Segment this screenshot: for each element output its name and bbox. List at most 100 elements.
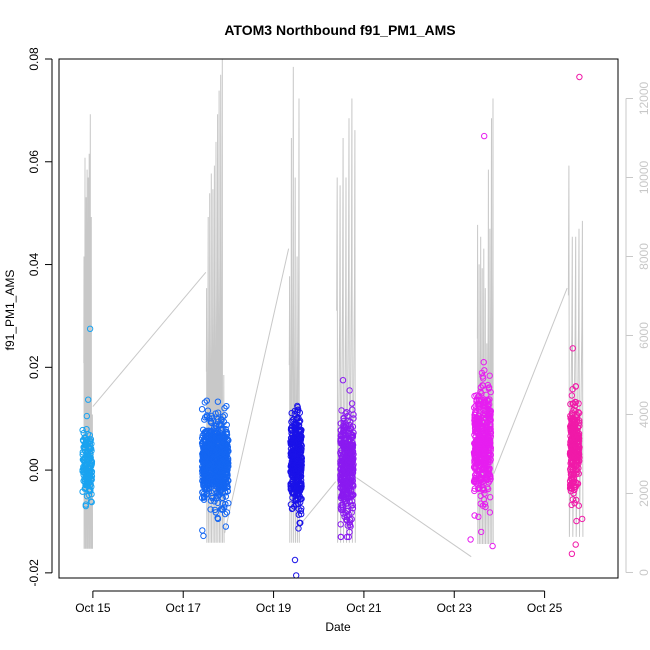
secondary-y-tick-label: 8000	[637, 243, 650, 270]
data-point	[476, 442, 483, 449]
data-point	[478, 390, 485, 397]
data-point	[480, 496, 488, 503]
data-point	[208, 415, 216, 422]
axes-layer: -0.02 0.00 0.02 0.04 0.06 0.08 Oct 15 Oct 17 Oct…	[27, 47, 650, 615]
data-point	[478, 458, 485, 466]
data-point	[479, 486, 486, 493]
data-point	[209, 455, 216, 462]
secondary-connector-line	[493, 287, 568, 474]
data-point	[200, 532, 207, 540]
data-point	[471, 512, 478, 519]
data-point	[573, 517, 580, 525]
data-point	[223, 403, 230, 410]
data-point	[288, 409, 295, 417]
data-point	[569, 496, 576, 503]
data-point	[214, 398, 222, 405]
data-point	[347, 418, 354, 425]
data-point	[200, 481, 208, 489]
data-point	[338, 493, 346, 500]
data-point	[207, 443, 215, 450]
data-point	[222, 523, 230, 530]
data-point	[571, 402, 579, 409]
data-point	[212, 465, 219, 472]
data-point	[571, 500, 578, 507]
data-point	[221, 510, 229, 518]
data-point	[574, 428, 581, 435]
data-point	[486, 509, 494, 516]
x-axis-label: Date	[325, 620, 351, 634]
y-tick-label: 0.02	[27, 355, 41, 379]
data-point	[481, 500, 489, 508]
data-point	[342, 497, 349, 504]
x-tick-label: Oct 23	[437, 601, 473, 615]
data-point	[575, 457, 583, 464]
data-point	[201, 459, 208, 466]
data-point	[568, 479, 576, 486]
data-point	[201, 399, 209, 406]
data-point	[486, 372, 493, 379]
data-point	[295, 445, 303, 452]
data-point	[345, 533, 352, 541]
data-point	[294, 457, 301, 465]
data-point	[478, 369, 486, 377]
data-point	[479, 382, 486, 389]
data-point	[346, 528, 353, 536]
data-point	[340, 415, 347, 422]
data-point	[218, 506, 226, 513]
data-point	[486, 473, 493, 480]
data-point	[220, 475, 227, 482]
data-point	[297, 473, 305, 480]
secondary-y-tick-label: 4000	[637, 401, 650, 428]
data-point	[214, 435, 222, 442]
data-point	[201, 493, 208, 501]
data-point	[483, 420, 491, 427]
data-point	[475, 426, 482, 433]
secondary-connector-line	[299, 481, 337, 526]
secondary-line-segment	[336, 98, 356, 543]
data-point	[472, 427, 479, 435]
data-point	[216, 436, 223, 444]
data-point	[83, 471, 90, 478]
data-point	[224, 461, 231, 468]
data-point	[476, 403, 483, 410]
data-point	[83, 452, 91, 459]
data-point	[80, 465, 87, 473]
y-tick-label: -0.02	[27, 559, 41, 587]
data-point	[80, 471, 87, 478]
data-point	[482, 427, 489, 434]
data-point	[297, 480, 304, 487]
data-point	[88, 498, 95, 506]
data-point	[348, 431, 355, 438]
data-point	[223, 509, 231, 516]
data-point	[205, 482, 212, 489]
chart-title: ATOM3 Northbound f91_PM1_AMS	[224, 22, 455, 38]
data-point	[576, 73, 583, 81]
data-point	[198, 406, 206, 413]
data-point	[211, 498, 218, 505]
data-point	[568, 445, 576, 452]
data-point	[342, 500, 350, 507]
data-point	[221, 467, 228, 474]
data-point	[349, 469, 357, 476]
data-point	[478, 528, 485, 536]
data-point	[208, 473, 215, 480]
data-point	[473, 398, 480, 405]
data-point	[339, 464, 346, 472]
data-point	[200, 439, 207, 446]
x-tick-label: Oct 17	[166, 601, 202, 615]
secondary-connector-line	[92, 271, 207, 407]
data-point	[87, 437, 94, 445]
data-point	[207, 452, 215, 459]
data-point	[570, 423, 578, 430]
data-point	[339, 377, 347, 384]
data-point	[291, 556, 299, 564]
data-point	[480, 398, 487, 405]
data-point	[82, 448, 89, 455]
data-point	[479, 475, 486, 483]
data-point	[476, 475, 484, 483]
data-point	[575, 400, 582, 407]
data-point	[350, 415, 357, 422]
data-point	[297, 428, 305, 435]
data-point	[484, 403, 492, 410]
data-point	[204, 407, 212, 414]
